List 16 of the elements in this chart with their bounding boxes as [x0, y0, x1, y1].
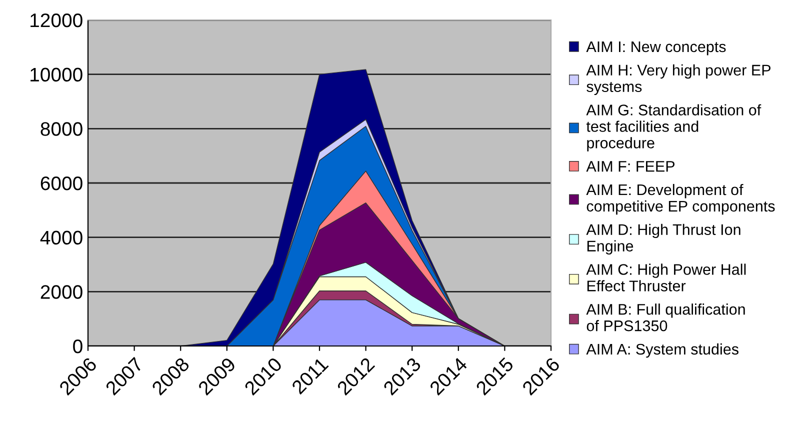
legend-label: AIM B: Full qualification of PPS1350 — [586, 304, 745, 332]
legend-label: AIM F: FEEP — [586, 161, 675, 172]
legend-label: AIM A: System studies — [586, 343, 738, 358]
y-tick-label: 0 — [73, 339, 82, 354]
legend-label: AIM G: Standardisation of test facilities and procedure — [586, 104, 762, 152]
legend-label: AIM E: Development of competitive EP components — [586, 184, 775, 215]
y-tick-label: 4000 — [40, 230, 82, 245]
legend-label: AIM D: High Thrust Ion Engine — [586, 224, 740, 255]
y-tick-label: 6000 — [40, 176, 82, 190]
legend-label: AIM C: High Power Hall Effect Thruster — [586, 264, 746, 292]
y-tick-label: 12000 — [30, 13, 82, 28]
y-tick-label: 10000 — [30, 68, 82, 82]
legend-label: AIM H: Very high power EP systems — [586, 64, 770, 96]
y-tick-label: 8000 — [40, 122, 82, 136]
legend-label: AIM I: New concepts — [586, 42, 726, 56]
y-tick-label: 2000 — [40, 285, 82, 299]
